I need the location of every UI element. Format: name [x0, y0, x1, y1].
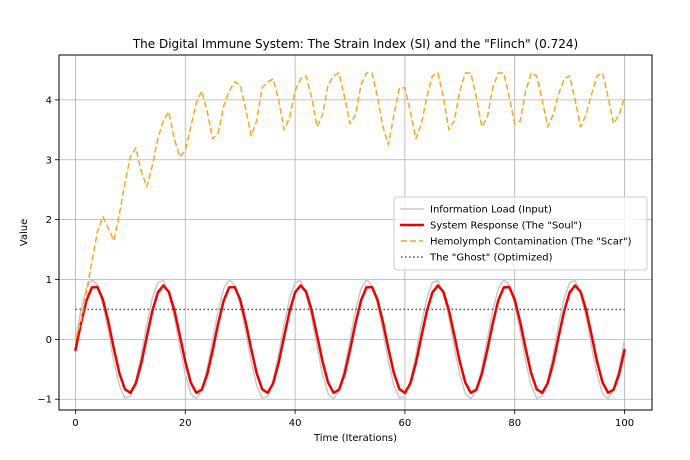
x-tick-label: 40: [289, 418, 302, 429]
y-tick-label: 1: [46, 275, 52, 286]
y-tick-label: 2: [46, 215, 52, 226]
y-tick-label: −1: [37, 395, 52, 406]
legend-label-2: Hemolymph Contamination (The "Scar"): [430, 237, 632, 248]
x-tick-label: 60: [399, 418, 412, 429]
y-tick-label: 4: [46, 95, 52, 106]
y-tick-label: 3: [46, 155, 52, 166]
x-axis-label: Time (Iterations): [313, 433, 397, 444]
legend-label-1: System Response (The "Soul"): [430, 221, 582, 232]
x-tick-label: 100: [615, 418, 634, 429]
ticks: 0 20 40 60 80 100 −1 0 1 2 3 4: [37, 95, 634, 429]
x-tick-label: 80: [508, 418, 521, 429]
legend-label-0: Information Load (Input): [430, 205, 552, 216]
chart-title: The Digital Immune System: The Strain In…: [132, 37, 578, 51]
series-line-1: [74, 284, 626, 395]
series-layer: [74, 72, 626, 400]
plot-frame: [58, 54, 653, 411]
y-tick-label: 0: [46, 335, 52, 346]
legend: Information Load (Input) System Response …: [393, 196, 648, 271]
x-tick-label: 0: [72, 418, 78, 429]
series-line-2: [74, 72, 626, 340]
legend-label-3: The "Ghost" (Optimized): [429, 253, 553, 264]
y-axis-label: Value: [19, 219, 30, 246]
x-tick-label: 20: [179, 418, 192, 429]
legend-box: [393, 196, 648, 271]
